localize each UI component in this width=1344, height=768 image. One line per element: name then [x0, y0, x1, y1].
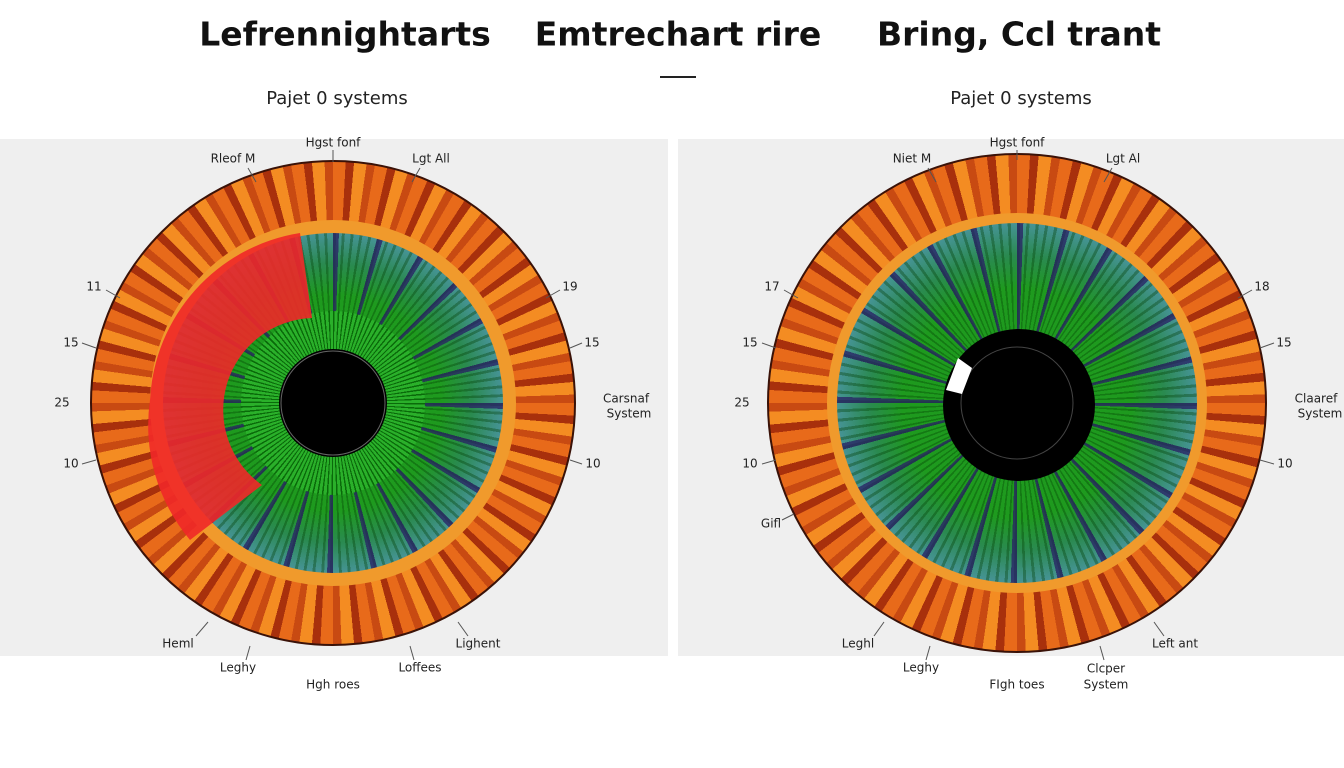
label: 19	[562, 280, 577, 294]
label: Rleof M	[211, 152, 256, 166]
label: 10	[1277, 457, 1292, 471]
label: Hgh roes	[306, 678, 360, 692]
label: System	[1084, 678, 1129, 692]
label: FIgh toes	[989, 678, 1044, 692]
red-sector	[148, 233, 312, 540]
label: Leghy	[220, 661, 256, 675]
label: Leghy	[903, 661, 939, 675]
title: Bring, Ccl trant	[877, 15, 1161, 54]
label: Lighent	[456, 637, 501, 651]
label: System	[1298, 407, 1343, 421]
label: Claaref	[1295, 392, 1338, 406]
highlight	[946, 358, 972, 394]
label: Hgst fonf	[990, 136, 1046, 150]
label: System	[607, 407, 652, 421]
label: 25	[734, 396, 749, 410]
label: Lgt Al	[1106, 152, 1140, 166]
left-labels: Hgst fonf Rleof M Lgt All 11 19 15 15 25…	[54, 136, 651, 692]
label: Gifl	[761, 517, 781, 531]
right-labels: Hgst fonf Niet M Lgt Al 17 18 15 15 25 C…	[734, 136, 1342, 692]
pupil	[943, 329, 1095, 481]
label: Left ant	[1152, 637, 1198, 651]
label: Clcper	[1087, 662, 1125, 676]
label: 15	[584, 336, 599, 350]
label: 10	[585, 457, 600, 471]
pupil	[279, 349, 387, 457]
label: 11	[86, 280, 101, 294]
label: 15	[742, 336, 757, 350]
label: Loffees	[398, 661, 441, 675]
subtitle: Pajet 0 systems	[950, 88, 1092, 109]
label: 15	[63, 336, 78, 350]
pupil-edge	[960, 346, 1074, 460]
label: Hgst fonf	[306, 136, 362, 150]
label: 15	[1276, 336, 1291, 350]
subtitle: Pajet 0 systems	[266, 88, 408, 109]
title: Lefrennightarts	[199, 15, 491, 54]
label: 25	[54, 396, 69, 410]
label: Heml	[162, 637, 193, 651]
label: Niet M	[893, 152, 932, 166]
label: 10	[63, 457, 78, 471]
label: 18	[1254, 280, 1269, 294]
label: Carsnaf	[603, 392, 650, 406]
label: Lgt All	[412, 152, 450, 166]
ticks	[81, 150, 1275, 661]
pupil-edge	[280, 350, 386, 456]
label: 17	[764, 280, 779, 294]
title: Emtrechart rire	[535, 15, 821, 54]
label: Leghl	[842, 637, 874, 651]
label: 10	[742, 457, 757, 471]
